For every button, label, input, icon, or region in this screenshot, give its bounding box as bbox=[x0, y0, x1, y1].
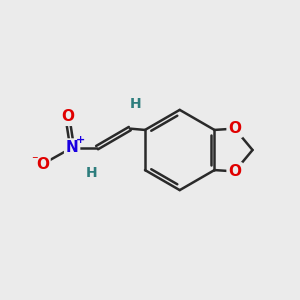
Text: O: O bbox=[228, 121, 241, 136]
Text: H: H bbox=[130, 97, 142, 111]
Text: O: O bbox=[61, 109, 74, 124]
Text: H: H bbox=[86, 166, 98, 180]
Text: O: O bbox=[36, 157, 49, 172]
Text: ⁻: ⁻ bbox=[31, 154, 38, 167]
Text: +: + bbox=[76, 135, 85, 145]
Text: O: O bbox=[228, 164, 241, 179]
Text: N: N bbox=[66, 140, 79, 155]
